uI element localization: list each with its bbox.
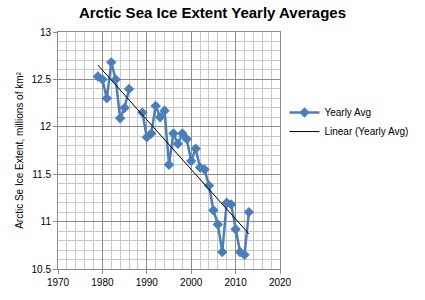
svg-text:1980: 1980 <box>91 277 114 288</box>
svg-text:Yearly Avg: Yearly Avg <box>324 107 371 118</box>
svg-text:12: 12 <box>40 121 52 132</box>
svg-text:11: 11 <box>41 216 52 227</box>
svg-text:2010: 2010 <box>224 277 247 288</box>
svg-text:Linear (Yearly Avg): Linear (Yearly Avg) <box>324 126 408 137</box>
svg-text:2020: 2020 <box>269 277 292 288</box>
svg-text:Arctic Se Ice Extent, millions: Arctic Se Ice Extent, millions of km² <box>14 71 25 228</box>
svg-text:2000: 2000 <box>180 277 203 288</box>
svg-text:13: 13 <box>40 27 52 38</box>
svg-text:11.5: 11.5 <box>32 169 51 180</box>
svg-text:10.5: 10.5 <box>32 264 52 275</box>
svg-text:Arctic Sea Ice Extent Yearly A: Arctic Sea Ice Extent Yearly Averages <box>79 4 346 21</box>
svg-text:12.5: 12.5 <box>32 74 52 85</box>
svg-text:1970: 1970 <box>47 277 70 288</box>
svg-text:1990: 1990 <box>136 277 159 288</box>
